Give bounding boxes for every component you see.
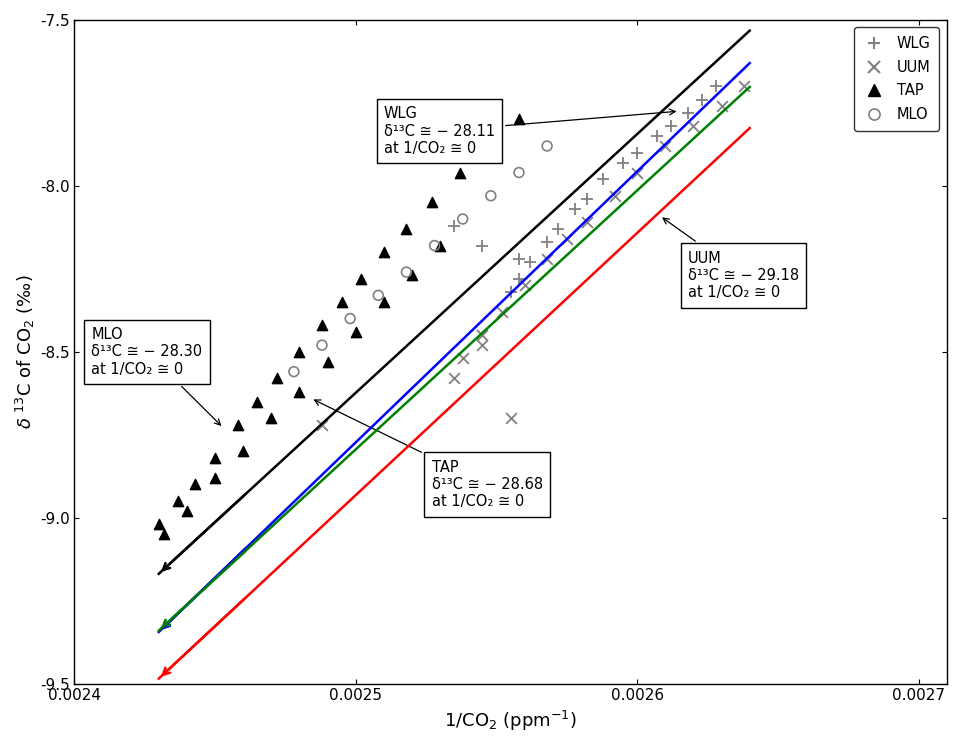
- Point: [680, 107, 695, 119]
- Point: [664, 120, 679, 132]
- Point: [377, 296, 392, 308]
- Point: [475, 240, 490, 252]
- Point: [630, 167, 645, 179]
- Point: [511, 252, 527, 264]
- Point: [170, 495, 186, 507]
- Point: [230, 419, 246, 431]
- Point: [714, 100, 729, 112]
- Point: [286, 366, 301, 378]
- Point: [377, 247, 392, 258]
- Legend: WLG, UUM, TAP, MLO: WLG, UUM, TAP, MLO: [854, 27, 939, 131]
- Text: WLG
δ¹³C ≅ − 28.11
at 1/CO₂ ≅ 0: WLG δ¹³C ≅ − 28.11 at 1/CO₂ ≅ 0: [384, 106, 675, 156]
- Point: [481, 140, 496, 152]
- Point: [371, 289, 386, 301]
- Point: [615, 157, 631, 169]
- Point: [447, 372, 462, 384]
- Point: [658, 140, 673, 152]
- Point: [151, 518, 167, 530]
- X-axis label: 1/CO$_2$ (ppm$^{-1}$): 1/CO$_2$ (ppm$^{-1}$): [444, 709, 577, 733]
- Point: [455, 213, 470, 225]
- Point: [314, 339, 329, 351]
- Point: [539, 236, 555, 248]
- Point: [475, 339, 490, 351]
- Point: [694, 93, 710, 105]
- Point: [686, 120, 701, 132]
- Point: [424, 196, 439, 208]
- Point: [503, 286, 518, 298]
- Point: [483, 190, 499, 202]
- Text: TAP
δ¹³C ≅ − 28.68
at 1/CO₂ ≅ 0: TAP δ¹³C ≅ − 28.68 at 1/CO₂ ≅ 0: [315, 400, 543, 509]
- Point: [447, 220, 462, 232]
- Point: [453, 167, 468, 179]
- Point: [517, 279, 533, 291]
- Point: [432, 240, 448, 252]
- Point: [157, 528, 172, 540]
- Point: [207, 452, 222, 464]
- Point: [560, 233, 575, 245]
- Point: [630, 146, 645, 158]
- Point: [334, 296, 350, 308]
- Point: [348, 326, 363, 338]
- Point: [353, 273, 369, 285]
- Point: [207, 472, 222, 484]
- Point: [551, 223, 566, 235]
- Point: [708, 80, 723, 92]
- Point: [539, 252, 555, 264]
- Text: UUM
δ¹³C ≅ − 29.18
at 1/CO₂ ≅ 0: UUM δ¹³C ≅ − 29.18 at 1/CO₂ ≅ 0: [664, 218, 799, 300]
- Point: [236, 445, 251, 457]
- Point: [737, 80, 752, 92]
- Point: [607, 190, 622, 202]
- Point: [494, 306, 509, 318]
- Point: [399, 223, 414, 235]
- Point: [523, 256, 538, 268]
- Point: [270, 372, 285, 384]
- Point: [596, 173, 612, 185]
- Point: [649, 130, 664, 142]
- Point: [511, 167, 527, 179]
- Point: [314, 319, 329, 331]
- Point: [503, 412, 518, 424]
- Point: [314, 419, 329, 431]
- Point: [179, 505, 195, 517]
- Text: MLO
δ¹³C ≅ − 28.30
at 1/CO₂ ≅ 0: MLO δ¹³C ≅ − 28.30 at 1/CO₂ ≅ 0: [91, 327, 221, 425]
- Point: [579, 193, 594, 205]
- Y-axis label: $\delta$ $^{13}$C of CO$_2$ (‰): $\delta$ $^{13}$C of CO$_2$ (‰): [13, 274, 37, 429]
- Point: [404, 270, 420, 282]
- Point: [567, 203, 583, 215]
- Point: [292, 346, 307, 358]
- Point: [511, 114, 527, 125]
- Point: [455, 353, 470, 365]
- Point: [427, 240, 442, 252]
- Point: [249, 396, 265, 408]
- Point: [320, 356, 335, 368]
- Point: [579, 217, 594, 229]
- Point: [399, 266, 414, 278]
- Point: [188, 479, 203, 491]
- Point: [539, 140, 555, 152]
- Point: [511, 273, 527, 285]
- Point: [475, 329, 490, 341]
- Point: [292, 385, 307, 397]
- Point: [343, 312, 358, 324]
- Point: [264, 412, 279, 424]
